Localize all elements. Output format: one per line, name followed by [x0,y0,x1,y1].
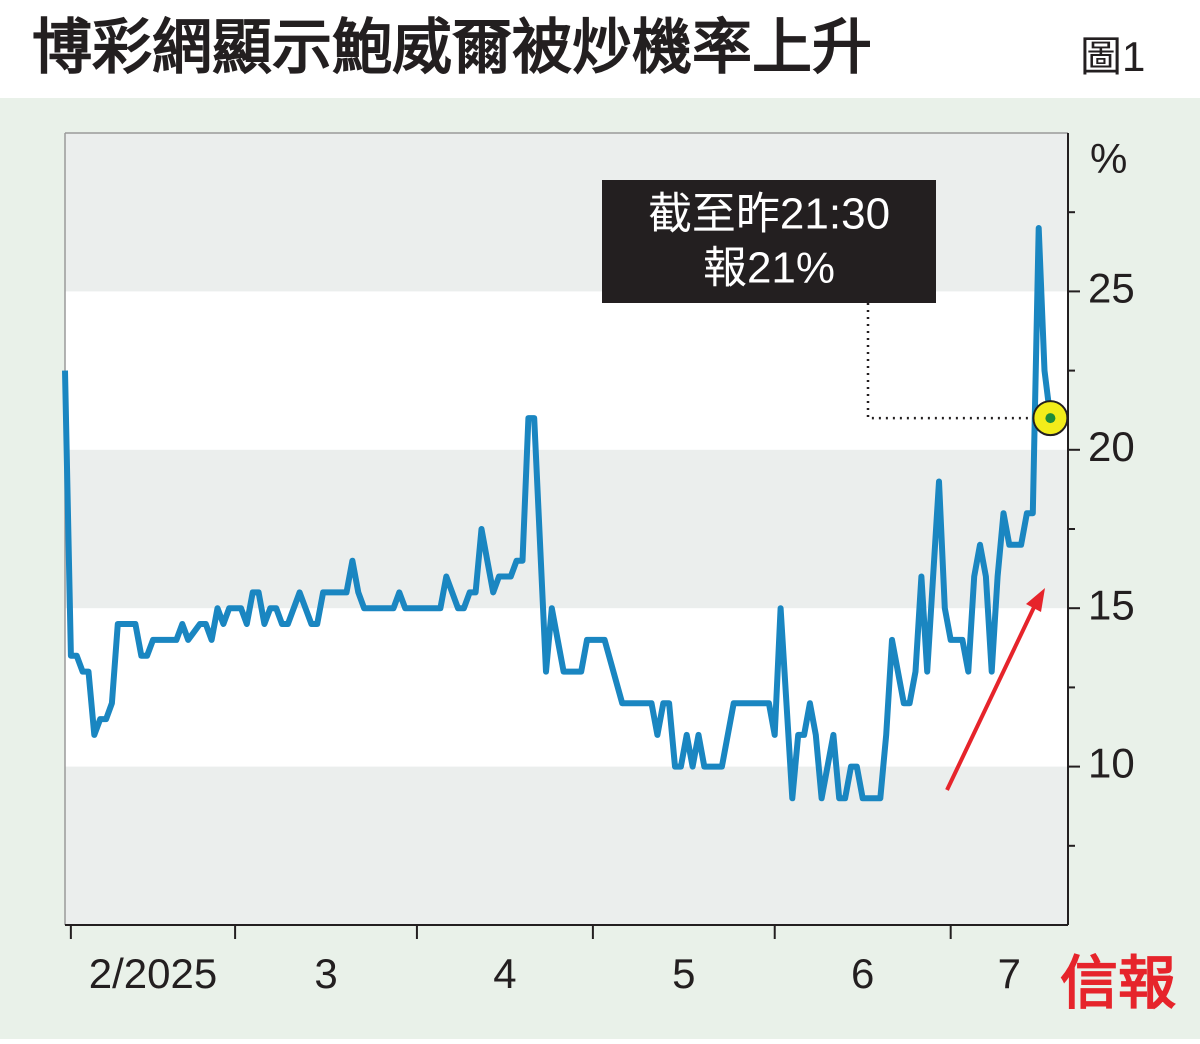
logo: 信報 [1060,949,1176,1017]
y-tick-label: 20 [1088,423,1135,470]
trend-arrow [945,602,1038,791]
x-tick-label: 5 [672,950,695,997]
end-dot [1045,413,1056,424]
data-line [62,225,1054,802]
annotation-text: 報21% [703,244,835,293]
x-tick-label: 6 [851,950,874,997]
annotation-text: 截至昨21:30 [648,190,890,239]
chart-title: 博彩網顯示鮑威爾被炒機率上升 [32,14,872,81]
figure-label: 圖1 [1080,33,1145,80]
y-tick-label: 10 [1088,740,1135,787]
x-tick-label: 7 [998,950,1021,997]
y-tick-label: 15 [1088,581,1135,628]
title-background [0,0,1200,98]
band [65,291,1068,450]
y-tick-label: 25 [1088,264,1135,311]
plot-area [64,132,1069,926]
annotation-box [602,180,936,303]
x-tick-label: 4 [493,950,516,997]
trend-arrow-head [1026,588,1045,612]
x-tick-label: 3 [314,950,337,997]
x-tick-label: 2/2025 [89,950,217,997]
y-unit: % [1090,135,1127,182]
